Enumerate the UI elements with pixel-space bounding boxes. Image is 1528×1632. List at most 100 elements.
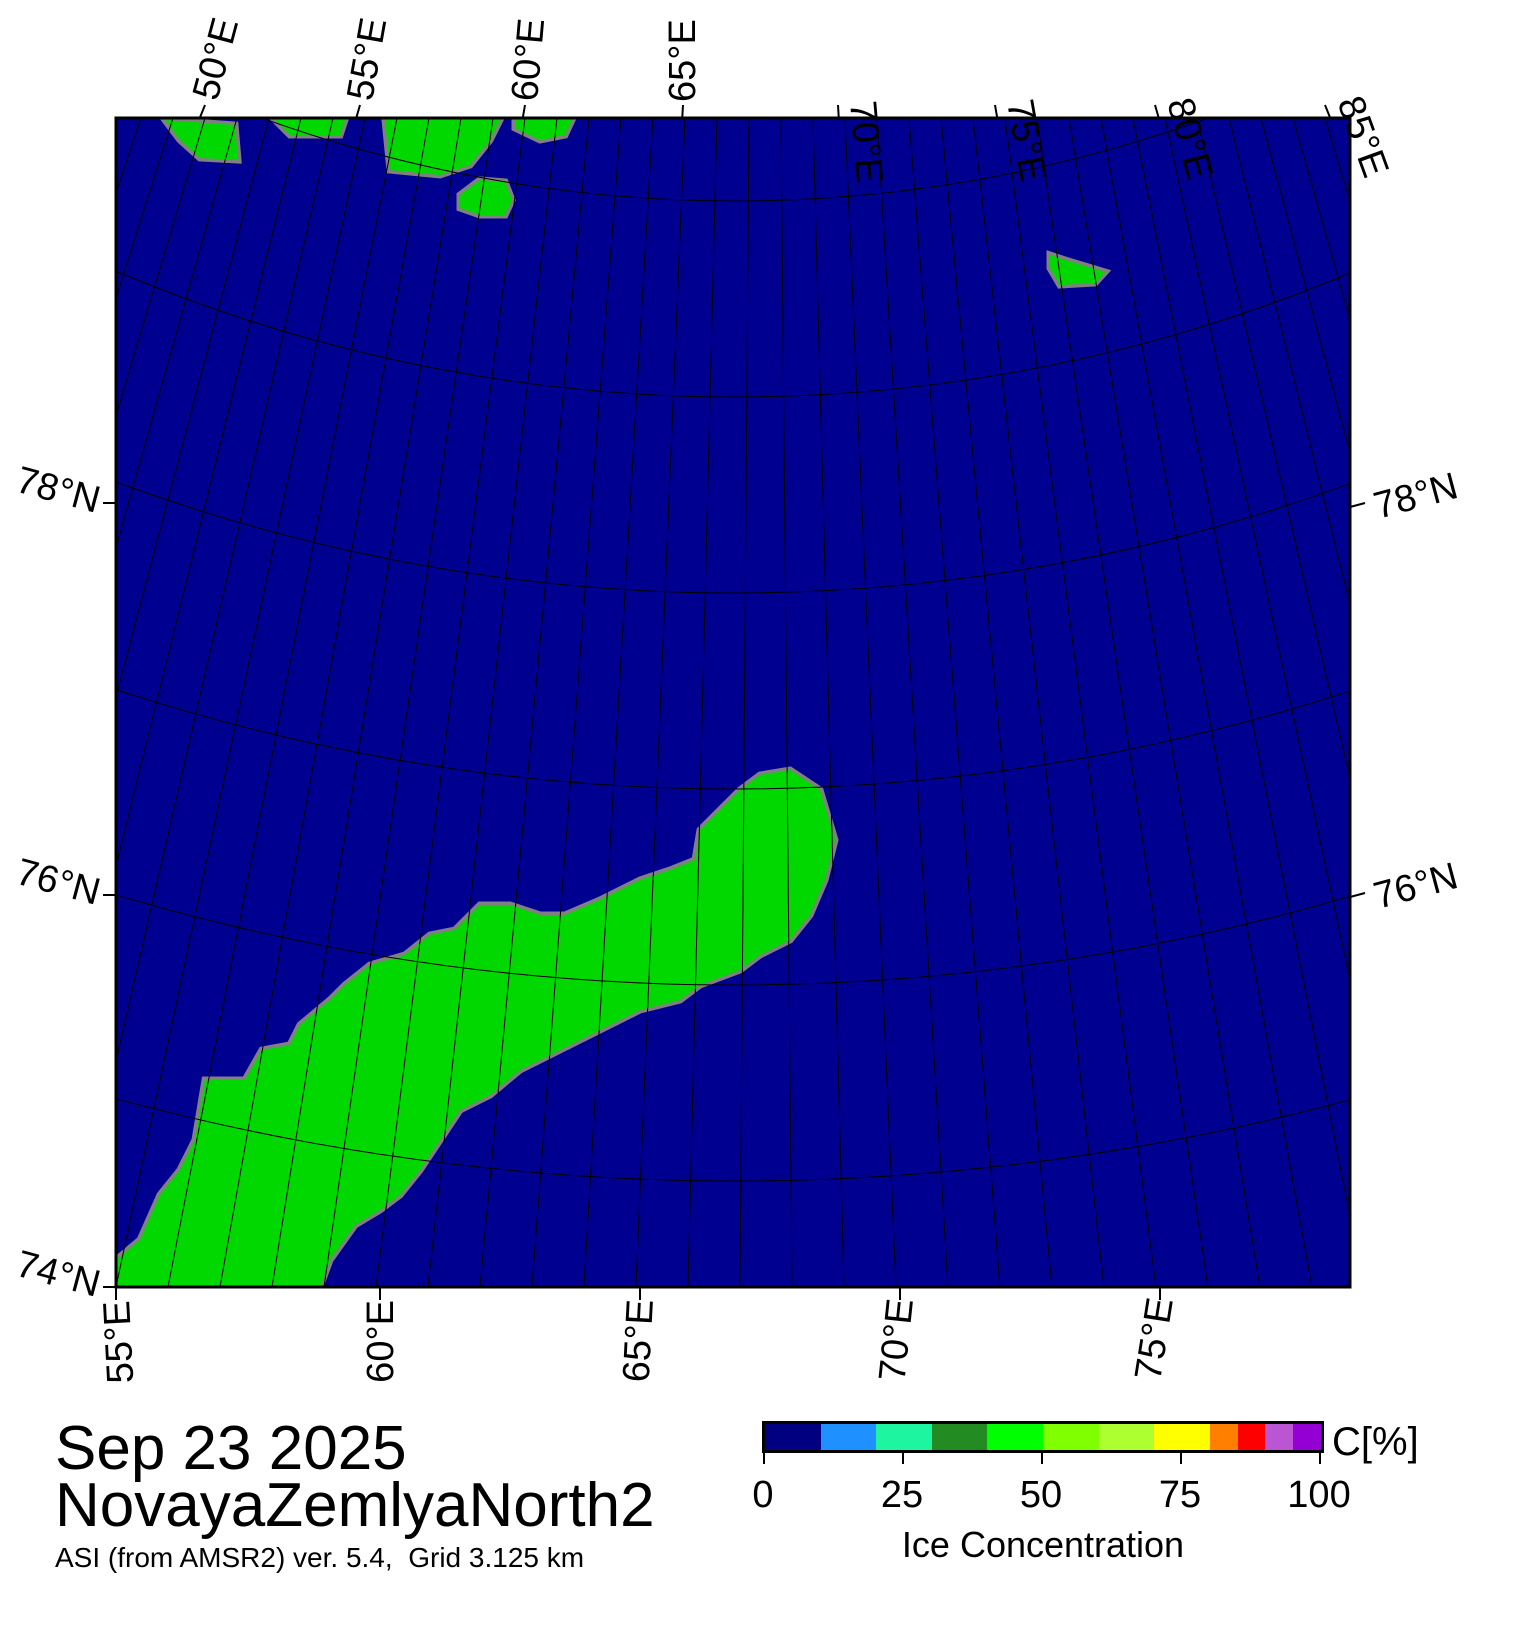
- bottom-lon-label: 70°E: [872, 1297, 922, 1384]
- meridian-line: [1068, 118, 1261, 1287]
- date-title: Sep 23 2025: [55, 1414, 407, 1483]
- colorbar-bin: [1098, 1424, 1155, 1450]
- island: [381, 118, 505, 179]
- left-lat-label: 76°N: [12, 851, 105, 914]
- meridian-line: [876, 118, 949, 1287]
- colorbar-tick: [1041, 1450, 1043, 1464]
- meridian-line: [1421, 118, 1528, 1287]
- meridian-line: [219, 118, 430, 1287]
- meridian-line: [1324, 118, 1350, 204]
- meridian-line: [116, 118, 334, 1064]
- meridian-line: [1260, 118, 1350, 455]
- meridian-line: [1100, 118, 1313, 1287]
- colorbar-tick-label: 100: [1287, 1474, 1351, 1516]
- novaya-zemlya-north-island: [116, 766, 839, 1287]
- colorbar-bin: [765, 1424, 821, 1450]
- meridian-line: [0, 118, 109, 1287]
- graticule: [0, 0, 1528, 1287]
- meridian-line: [583, 118, 654, 1287]
- colorbar-bin: [987, 1424, 1043, 1450]
- left-lat-label: 74°N: [12, 1243, 105, 1306]
- meridian-line: [427, 118, 558, 1287]
- meridian-line: [1228, 118, 1350, 607]
- meridian-line: [1004, 118, 1157, 1287]
- meridian-line: [1389, 118, 1528, 1287]
- meridian-line: [687, 118, 718, 1287]
- colorbar-bin: [1154, 1424, 1210, 1450]
- colorbar-bin: [1265, 1424, 1294, 1450]
- meridian-line: [908, 118, 1001, 1287]
- top-lon-label: 70°E: [841, 99, 890, 185]
- colorbar-bin: [1042, 1424, 1099, 1450]
- meridian-line: [1485, 118, 1528, 1287]
- parallel-line: [0, 0, 1528, 5]
- meridian-line: [479, 118, 590, 1287]
- bottom-lon-label: 60°E: [360, 1300, 402, 1383]
- colorbar: [762, 1421, 1324, 1453]
- island: [1046, 250, 1112, 289]
- meridian-line: [940, 118, 1053, 1287]
- meridian-line: [1292, 118, 1350, 322]
- meridian-line: [1357, 118, 1528, 1287]
- meridian-line: [1196, 118, 1350, 781]
- island: [268, 118, 350, 139]
- meridian-line: [0, 118, 77, 1287]
- meridian-line: [375, 118, 526, 1287]
- colorbar-bin: [820, 1424, 877, 1450]
- colorbar-bin: [931, 1424, 988, 1450]
- meridian-line: [635, 118, 686, 1287]
- left-lat-label: 78°N: [12, 459, 105, 522]
- colorbar-bin: [1209, 1424, 1238, 1450]
- bottom-lon-label: 75°E: [1127, 1295, 1181, 1383]
- meridian-line: [1453, 118, 1528, 1287]
- colorbar-tick: [763, 1450, 765, 1464]
- colorbar-title: Ice Concentration: [901, 1524, 1185, 1565]
- colorbar-tick-label: 75: [1158, 1474, 1202, 1516]
- colorbar-bin: [1293, 1424, 1321, 1450]
- meridian-line: [116, 118, 270, 699]
- colorbar-tick-label: 50: [1019, 1474, 1063, 1516]
- colorbar-bin: [1237, 1424, 1266, 1450]
- colorbar-tick-label: 25: [880, 1474, 924, 1516]
- meridian-line: [116, 118, 206, 418]
- parallel-line: [261, 118, 1209, 202]
- right-lat-label: 78°N: [1369, 465, 1462, 528]
- region-name: NovayaZemlyaNorth2: [55, 1471, 655, 1540]
- bottom-lon-label: 65°E: [616, 1298, 662, 1383]
- top-lon-label: 55°E: [340, 15, 396, 104]
- colorbar-tick: [1319, 1450, 1321, 1464]
- meridian-line: [1036, 118, 1209, 1287]
- meridian-line: [116, 118, 238, 550]
- meridian-line: [0, 118, 45, 1287]
- colorbar-tick: [1180, 1450, 1182, 1464]
- bottom-lon-label: 55°E: [96, 1300, 142, 1385]
- parallel-line: [116, 270, 1350, 398]
- meridian-line: [167, 118, 398, 1287]
- meridian-line: [116, 118, 366, 1287]
- meridian-line: [844, 118, 897, 1287]
- right-lat-label: 76°N: [1369, 855, 1462, 918]
- island: [511, 118, 577, 144]
- meridian-line: [780, 118, 793, 1287]
- meridian-line: [739, 118, 750, 1287]
- caption: ASI (from AMSR2) ver. 5.4, Grid 3.125 km: [55, 1542, 585, 1573]
- map-frame: [114, 116, 1352, 1289]
- colorbar-tick-label: 0: [752, 1474, 774, 1516]
- meridian-line: [323, 118, 494, 1287]
- meridian-line: [812, 118, 845, 1287]
- colorbar-bin: [876, 1424, 932, 1450]
- meridian-line: [531, 118, 622, 1287]
- island: [456, 176, 516, 219]
- colorbar-unit: C[%]: [1332, 1420, 1419, 1464]
- meridian-line: [271, 118, 462, 1287]
- meridian-line: [1164, 118, 1350, 982]
- meridian-line: [972, 118, 1105, 1287]
- meridian-line: [1132, 118, 1350, 1219]
- top-lon-label: 50°E: [185, 13, 247, 104]
- land-layer: [116, 118, 1112, 1287]
- colorbar-tick: [902, 1450, 904, 1464]
- island: [159, 118, 242, 164]
- top-lon-label: 60°E: [504, 17, 553, 103]
- top-lon-label: 65°E: [662, 19, 704, 102]
